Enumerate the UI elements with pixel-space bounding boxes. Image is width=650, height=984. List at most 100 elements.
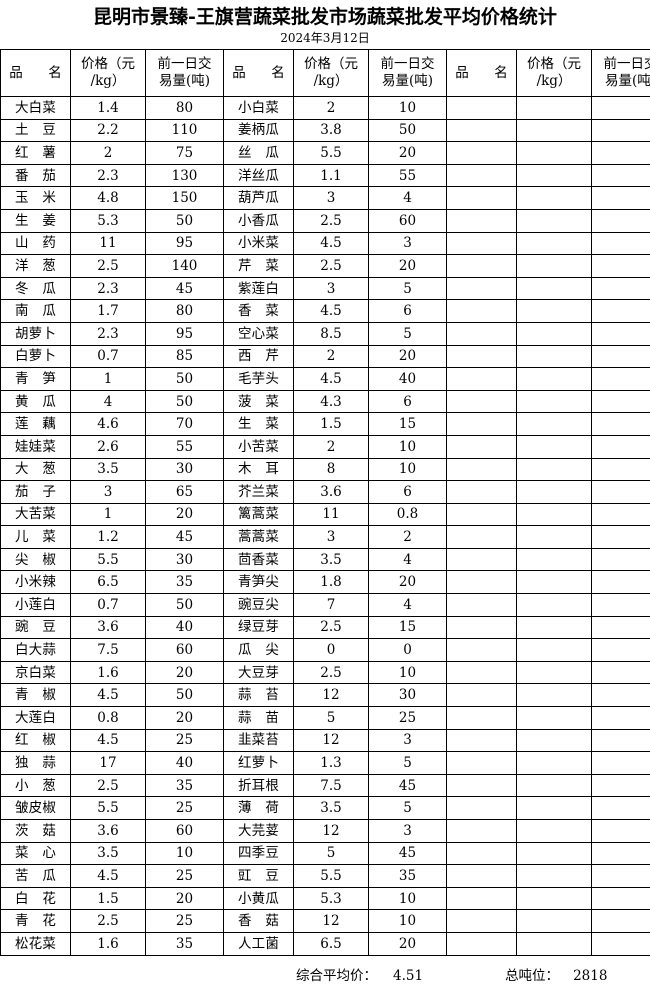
cell-name	[447, 164, 517, 187]
cell-name: 独 蒜	[1, 752, 71, 775]
cell-price	[517, 661, 592, 684]
header-volume-line2-2: 易量(吨)	[371, 73, 444, 90]
cell-name: 蒜 苔	[224, 684, 294, 707]
cell-price: 3.5	[294, 548, 369, 571]
cell-price	[517, 707, 592, 730]
cell-price	[517, 797, 592, 820]
cell-name	[447, 458, 517, 481]
cell-price: 1	[71, 368, 146, 391]
cell-price: 3	[294, 187, 369, 210]
cell-name	[447, 639, 517, 662]
cell-name: 小白菜	[224, 97, 294, 120]
cell-price: 1.6	[71, 661, 146, 684]
cell-volume: 85	[146, 345, 224, 368]
header-name-2: 品 名	[224, 50, 294, 97]
cell-price: 12	[294, 684, 369, 707]
cell-name	[447, 616, 517, 639]
cell-volume	[592, 413, 650, 436]
cell-volume: 60	[369, 209, 447, 232]
cell-price: 2.5	[294, 616, 369, 639]
average-price-group: 综合平均价：4.51	[296, 964, 423, 984]
cell-name: 大白菜	[1, 97, 71, 120]
cell-price: 11	[71, 232, 146, 255]
header-name-3: 品 名	[447, 50, 517, 97]
cell-volume: 55	[369, 164, 447, 187]
cell-name: 青 椒	[1, 684, 71, 707]
cell-name: 篱蒿菜	[224, 503, 294, 526]
cell-name: 苦 瓜	[1, 865, 71, 888]
cell-price	[517, 232, 592, 255]
cell-name: 山 药	[1, 232, 71, 255]
cell-price: 4.5	[71, 865, 146, 888]
header-volume-line1-3: 前一日交	[594, 56, 650, 73]
cell-volume: 25	[369, 707, 447, 730]
cell-volume	[592, 255, 650, 278]
cell-price	[517, 729, 592, 752]
cell-price: 3.6	[71, 820, 146, 843]
cell-name	[447, 887, 517, 910]
cell-price: 7.5	[294, 774, 369, 797]
cell-price: 3	[71, 481, 146, 504]
cell-name: 生 姜	[1, 209, 71, 232]
cell-price: 5	[294, 842, 369, 865]
header-price-line1-3: 价格（元	[519, 56, 589, 73]
cell-name	[447, 526, 517, 549]
cell-price	[517, 639, 592, 662]
total-tonnage-group: 总吨位：2818	[505, 964, 607, 984]
cell-volume: 50	[146, 684, 224, 707]
cell-volume: 20	[369, 345, 447, 368]
cell-price	[517, 481, 592, 504]
cell-price: 0.7	[71, 594, 146, 617]
cell-price: 1.5	[294, 413, 369, 436]
cell-price: 5.3	[71, 209, 146, 232]
cell-name: 毛芋头	[224, 368, 294, 391]
cell-name: 香 菜	[224, 300, 294, 323]
cell-price: 1.3	[294, 752, 369, 775]
cell-name	[447, 255, 517, 278]
cell-volume: 10	[369, 910, 447, 933]
cell-volume: 50	[146, 390, 224, 413]
cell-name: 生 菜	[224, 413, 294, 436]
cell-volume: 3	[369, 820, 447, 843]
cell-volume: 30	[369, 684, 447, 707]
cell-name	[447, 187, 517, 210]
cell-price	[517, 910, 592, 933]
cell-name: 蒜 苗	[224, 707, 294, 730]
cell-price	[517, 142, 592, 165]
cell-name: 青 花	[1, 910, 71, 933]
cell-volume: 20	[369, 571, 447, 594]
cell-name	[447, 684, 517, 707]
cell-name	[447, 300, 517, 323]
cell-name: 姜柄瓜	[224, 119, 294, 142]
header-price-2: 价格（元 /kg）	[294, 50, 369, 97]
cell-price: 3.6	[294, 481, 369, 504]
cell-name	[447, 571, 517, 594]
cell-price	[517, 594, 592, 617]
cell-price: 2.2	[71, 119, 146, 142]
cell-volume: 45	[369, 774, 447, 797]
cell-price: 2.5	[294, 661, 369, 684]
cell-price: 1.6	[71, 932, 146, 955]
cell-name: 香 菇	[224, 910, 294, 933]
cell-name: 四季豆	[224, 842, 294, 865]
cell-volume: 20	[369, 932, 447, 955]
cell-name: 松花菜	[1, 932, 71, 955]
cell-volume: 5	[369, 322, 447, 345]
cell-volume: 10	[369, 661, 447, 684]
cell-price: 2	[294, 345, 369, 368]
header-volume-2: 前一日交 易量(吨)	[369, 50, 447, 97]
cell-volume: 80	[146, 97, 224, 120]
cell-volume: 110	[146, 119, 224, 142]
header-volume-line2-3: 易量(吨)	[594, 73, 650, 90]
header-price-3: 价格（元 /kg）	[517, 50, 592, 97]
cell-volume: 3	[369, 729, 447, 752]
